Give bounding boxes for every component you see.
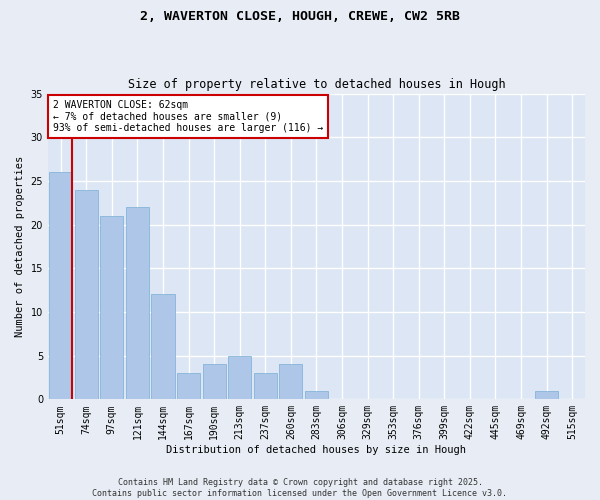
Text: 2 WAVERTON CLOSE: 62sqm
← 7% of detached houses are smaller (9)
93% of semi-deta: 2 WAVERTON CLOSE: 62sqm ← 7% of detached… xyxy=(53,100,323,133)
Bar xyxy=(535,390,558,400)
Bar xyxy=(151,294,175,400)
Text: 2, WAVERTON CLOSE, HOUGH, CREWE, CW2 5RB: 2, WAVERTON CLOSE, HOUGH, CREWE, CW2 5RB xyxy=(140,10,460,23)
Y-axis label: Number of detached properties: Number of detached properties xyxy=(15,156,25,337)
Bar xyxy=(254,373,277,400)
Bar xyxy=(75,190,98,400)
Bar xyxy=(228,356,251,400)
X-axis label: Distribution of detached houses by size in Hough: Distribution of detached houses by size … xyxy=(166,445,466,455)
Bar xyxy=(177,373,200,400)
Bar xyxy=(126,207,149,400)
Bar xyxy=(100,216,124,400)
Bar xyxy=(280,364,302,400)
Text: Contains HM Land Registry data © Crown copyright and database right 2025.
Contai: Contains HM Land Registry data © Crown c… xyxy=(92,478,508,498)
Title: Size of property relative to detached houses in Hough: Size of property relative to detached ho… xyxy=(128,78,505,91)
Bar xyxy=(203,364,226,400)
Bar xyxy=(305,390,328,400)
Bar xyxy=(49,172,72,400)
